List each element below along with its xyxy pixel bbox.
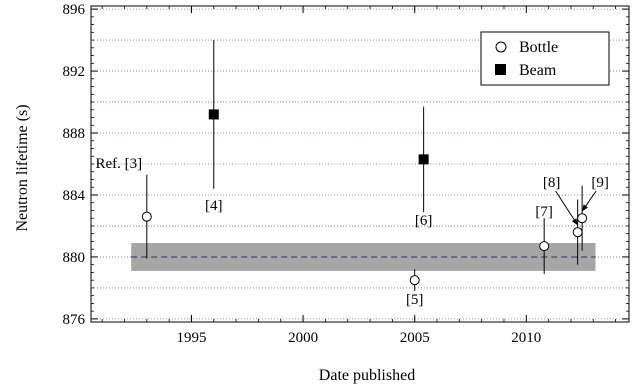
label-arrow <box>555 190 579 226</box>
y-tick-label: 896 <box>63 2 86 18</box>
legend: Bottle Beam <box>480 31 610 86</box>
reference-label: [7] <box>535 204 553 220</box>
reference-label: [4] <box>205 198 223 214</box>
label-arrowhead <box>582 204 589 212</box>
x-tick-label: 2010 <box>511 330 541 346</box>
data-series <box>141 40 588 292</box>
reference-label: Ref. [3] <box>95 156 142 172</box>
reference-labels: Ref. [3] [5] [7] [8] [9] [4] [6] <box>95 156 608 308</box>
bottle-point <box>409 275 420 286</box>
beam-point <box>208 109 219 120</box>
y-tick-label: 876 <box>63 312 86 328</box>
x-tick-label: 2000 <box>288 330 318 346</box>
legend-bottle-marker <box>495 41 507 53</box>
y-axis-title: Neutron lifetime (s) <box>14 104 31 231</box>
axes: 876 880 884 888 892 896 1995 2000 2005 2010 <box>63 2 630 346</box>
x-tick-label: 2005 <box>400 330 430 346</box>
beam-point <box>418 154 429 165</box>
x-tick-label: 1995 <box>176 330 206 346</box>
bottle-point <box>572 227 583 238</box>
reference-label: [6] <box>415 213 433 229</box>
label-arrowhead <box>571 218 578 226</box>
bottle-point <box>141 211 152 222</box>
legend-beam-label: Beam <box>519 62 557 79</box>
legend-box <box>480 31 610 86</box>
y-tick-label: 888 <box>63 126 86 142</box>
bottle-point <box>577 213 588 224</box>
y-tick-label: 880 <box>63 250 86 266</box>
reference-label: [5] <box>406 292 424 308</box>
legend-beam-marker <box>495 64 506 75</box>
legend-bottle-label: Bottle <box>519 39 558 56</box>
y-tick-label: 884 <box>63 188 86 204</box>
reference-label: [9] <box>591 175 609 191</box>
x-axis-title: Date published <box>319 367 415 384</box>
bottle-point <box>539 241 550 252</box>
reference-label: [8] <box>543 175 561 191</box>
y-tick-label: 892 <box>63 64 86 80</box>
